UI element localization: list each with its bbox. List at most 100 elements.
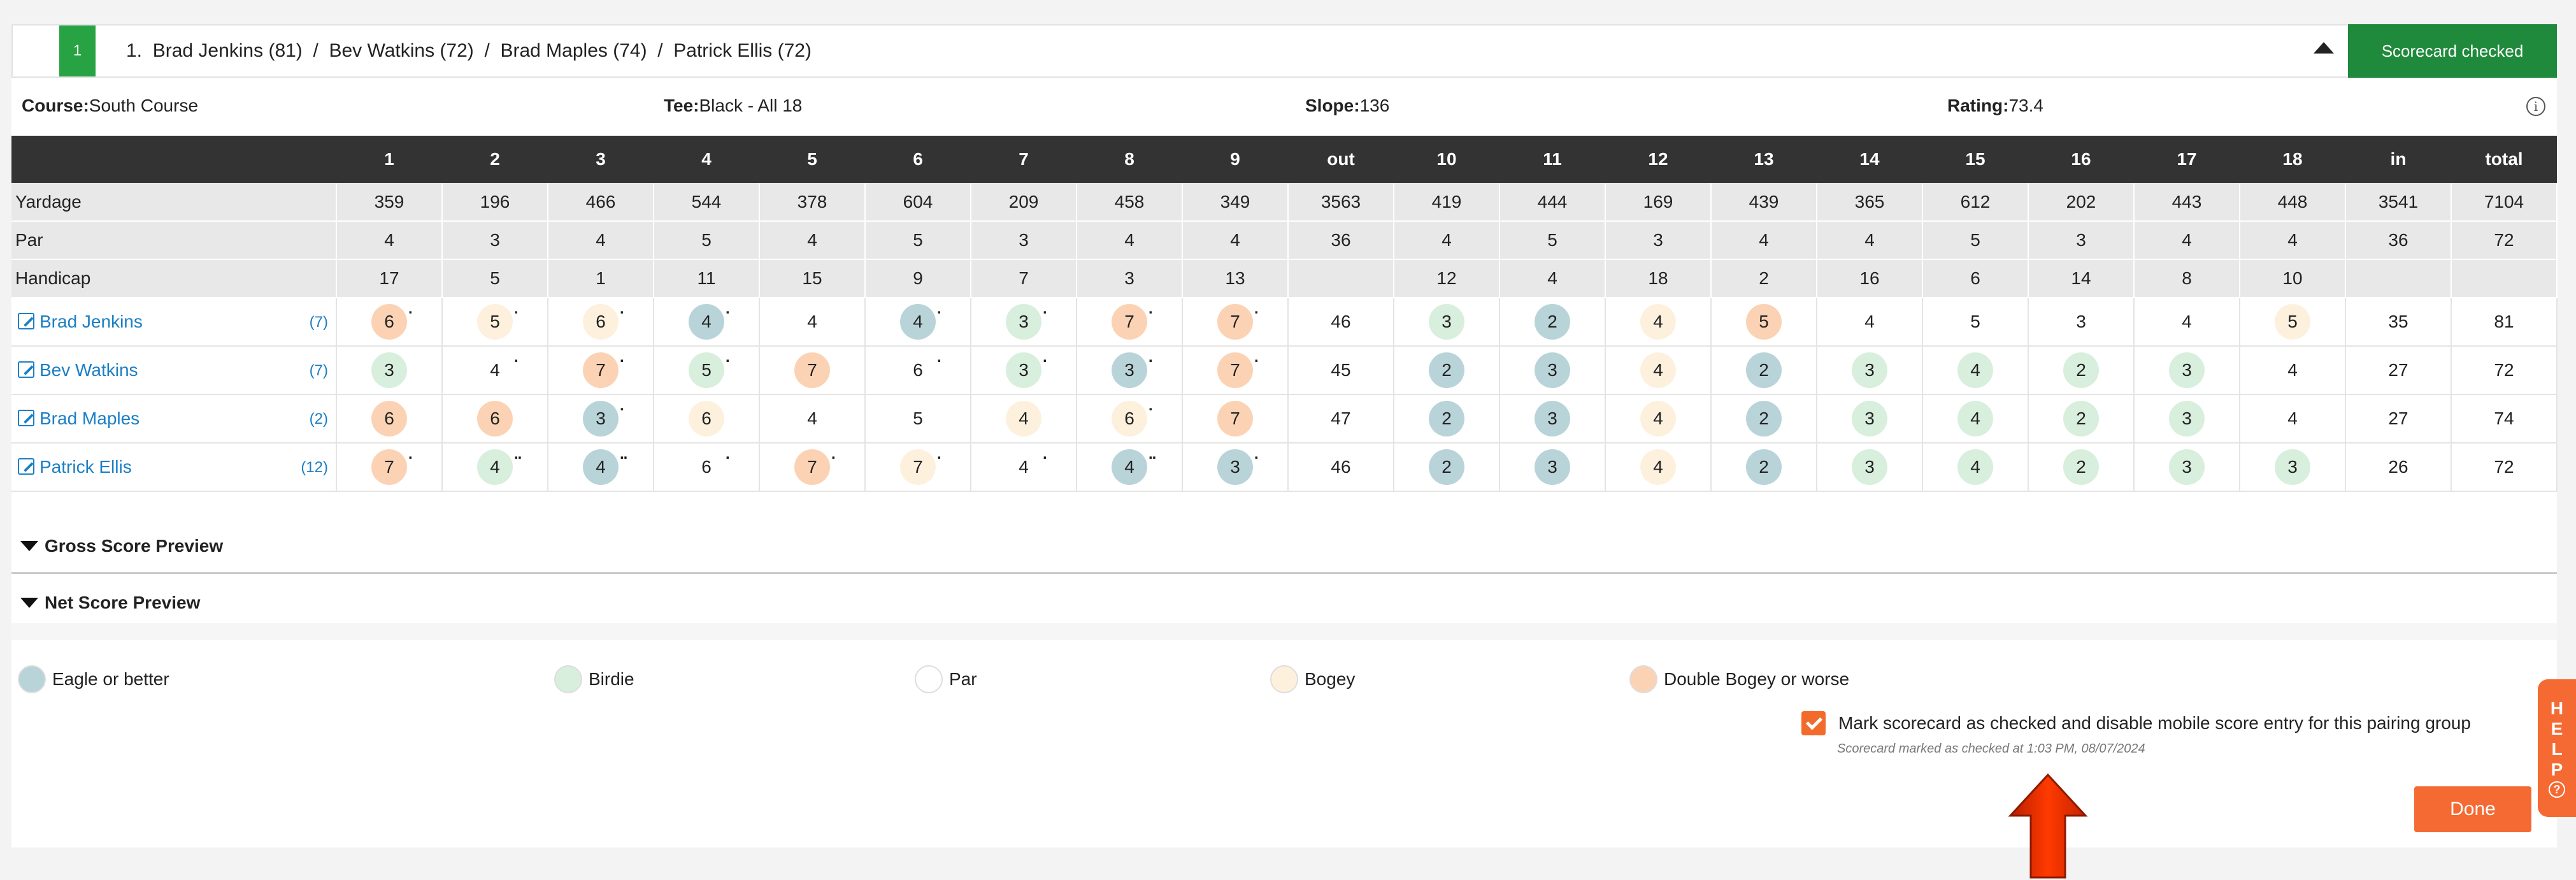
- player-name-cell[interactable]: Bev Watkins (7): [11, 346, 337, 395]
- score-cell[interactable]: 3: [2028, 298, 2135, 347]
- score-cell[interactable]: 4.: [442, 346, 548, 395]
- score-cell[interactable]: 4: [1817, 298, 1923, 347]
- score-cell[interactable]: 7: [1182, 394, 1289, 444]
- scorecard-checked-button[interactable]: Scorecard checked: [2348, 24, 2557, 78]
- score-cell[interactable]: 5: [1922, 298, 2029, 347]
- score-cell[interactable]: 4: [1922, 443, 2029, 492]
- mark-checked-option[interactable]: Mark scorecard as checked and disable mo…: [1801, 711, 2471, 735]
- score-cell[interactable]: 7.: [1182, 298, 1289, 347]
- score-cell[interactable]: 4..: [548, 443, 654, 492]
- score-cell[interactable]: 7.: [759, 443, 866, 492]
- mark-checked-checkbox[interactable]: [1801, 711, 1826, 735]
- score-cell[interactable]: 81: [2451, 298, 2558, 347]
- player-name-link[interactable]: Brad Maples: [39, 408, 140, 428]
- score-cell[interactable]: 4: [1605, 346, 1712, 395]
- edit-icon[interactable]: [18, 361, 34, 378]
- score-cell[interactable]: 72: [2451, 346, 2558, 395]
- score-cell[interactable]: 3.: [1077, 346, 1183, 395]
- gross-score-preview-toggle[interactable]: Gross Score Preview: [11, 519, 2557, 574]
- score-cell[interactable]: 3: [1394, 298, 1500, 347]
- score-cell[interactable]: 26: [2345, 443, 2452, 492]
- score-cell[interactable]: 4: [1605, 394, 1712, 444]
- score-cell[interactable]: 4.: [654, 298, 760, 347]
- score-cell[interactable]: 6.: [865, 346, 971, 395]
- score-cell[interactable]: 27: [2345, 346, 2452, 395]
- score-cell[interactable]: 6.: [548, 298, 654, 347]
- score-cell[interactable]: 5.: [442, 298, 548, 347]
- score-cell[interactable]: 3: [2134, 394, 2240, 444]
- score-cell[interactable]: 3: [1499, 443, 1606, 492]
- score-cell[interactable]: 7: [759, 346, 866, 395]
- score-cell[interactable]: 6.: [336, 298, 443, 347]
- score-cell[interactable]: 74: [2451, 394, 2558, 444]
- done-button[interactable]: Done: [2414, 786, 2531, 832]
- score-cell[interactable]: 6: [442, 394, 548, 444]
- score-cell[interactable]: 6.: [654, 443, 760, 492]
- score-cell[interactable]: 3: [1499, 346, 1606, 395]
- score-cell[interactable]: 4: [1605, 298, 1712, 347]
- score-cell[interactable]: 2: [1711, 346, 1817, 395]
- score-cell[interactable]: 3.: [548, 394, 654, 444]
- score-cell[interactable]: 2: [2028, 443, 2135, 492]
- score-cell[interactable]: 4: [2240, 394, 2346, 444]
- edit-icon[interactable]: [18, 313, 34, 329]
- score-cell[interactable]: 2: [1499, 298, 1606, 347]
- score-cell[interactable]: 3: [1817, 443, 1923, 492]
- score-cell[interactable]: 7.: [1182, 346, 1289, 395]
- score-cell[interactable]: 7.: [1077, 298, 1183, 347]
- score-cell[interactable]: 3.: [971, 298, 1077, 347]
- score-cell[interactable]: 47: [1288, 394, 1394, 444]
- score-cell[interactable]: 2: [1711, 443, 1817, 492]
- score-cell[interactable]: 4: [2240, 346, 2346, 395]
- score-cell[interactable]: 2: [1394, 443, 1500, 492]
- score-cell[interactable]: 45: [1288, 346, 1394, 395]
- score-cell[interactable]: 4: [2134, 298, 2240, 347]
- score-cell[interactable]: 2: [1394, 346, 1500, 395]
- score-cell[interactable]: 3: [336, 346, 443, 395]
- score-cell[interactable]: 4.: [971, 443, 1077, 492]
- score-cell[interactable]: 27: [2345, 394, 2452, 444]
- score-cell[interactable]: 2: [2028, 346, 2135, 395]
- score-cell[interactable]: 3: [1817, 394, 1923, 444]
- score-cell[interactable]: 3: [1499, 394, 1606, 444]
- score-cell[interactable]: 3.: [971, 346, 1077, 395]
- player-name-cell[interactable]: Brad Maples (2): [11, 394, 337, 444]
- score-cell[interactable]: 2: [1711, 394, 1817, 444]
- collapse-caret-icon[interactable]: [2314, 42, 2334, 54]
- info-icon[interactable]: i: [2526, 97, 2545, 116]
- player-name-link[interactable]: Patrick Ellis: [39, 457, 132, 477]
- score-cell[interactable]: 4: [1922, 346, 2029, 395]
- score-cell[interactable]: 4: [971, 394, 1077, 444]
- score-cell[interactable]: 2: [1394, 394, 1500, 444]
- score-cell[interactable]: 3.: [1182, 443, 1289, 492]
- score-cell[interactable]: 3: [2240, 443, 2346, 492]
- score-cell[interactable]: 4..: [442, 443, 548, 492]
- score-cell[interactable]: 3: [2134, 443, 2240, 492]
- score-cell[interactable]: 46: [1288, 443, 1394, 492]
- score-cell[interactable]: 5.: [654, 346, 760, 395]
- score-cell[interactable]: 46: [1288, 298, 1394, 347]
- player-name-cell[interactable]: Patrick Ellis (12): [11, 443, 337, 492]
- help-tab[interactable]: H E L P ?: [2538, 679, 2576, 817]
- score-cell[interactable]: 7.: [865, 443, 971, 492]
- score-cell[interactable]: 3: [2134, 346, 2240, 395]
- score-cell[interactable]: 6: [654, 394, 760, 444]
- score-cell[interactable]: 4: [1605, 443, 1712, 492]
- score-cell[interactable]: 5: [865, 394, 971, 444]
- score-cell[interactable]: 7.: [548, 346, 654, 395]
- player-name-link[interactable]: Bev Watkins: [39, 360, 138, 380]
- score-cell[interactable]: 3: [1817, 346, 1923, 395]
- score-cell[interactable]: 4: [759, 394, 866, 444]
- score-cell[interactable]: 6: [336, 394, 443, 444]
- score-cell[interactable]: 4: [1922, 394, 2029, 444]
- score-cell[interactable]: 7.: [336, 443, 443, 492]
- score-cell[interactable]: 35: [2345, 298, 2452, 347]
- player-name-cell[interactable]: Brad Jenkins (7): [11, 298, 337, 347]
- score-cell[interactable]: 4..: [1077, 443, 1183, 492]
- score-cell[interactable]: 4: [759, 298, 866, 347]
- score-cell[interactable]: 5: [2240, 298, 2346, 347]
- pairing-header[interactable]: 1 1. Brad Jenkins (81) / Bev Watkins (72…: [11, 24, 2557, 78]
- player-name-link[interactable]: Brad Jenkins: [39, 312, 143, 331]
- score-cell[interactable]: 6.: [1077, 394, 1183, 444]
- score-cell[interactable]: 72: [2451, 443, 2558, 492]
